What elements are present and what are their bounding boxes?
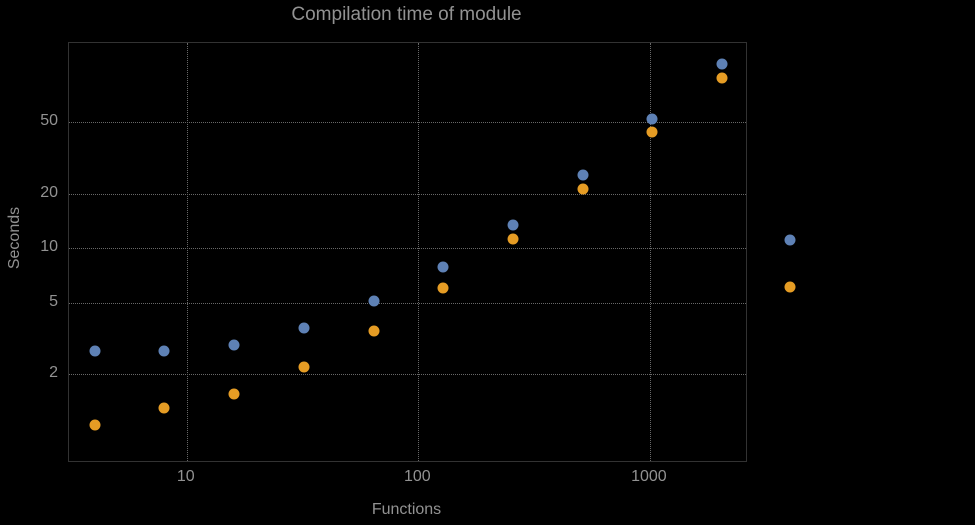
y-gridline: [69, 374, 746, 376]
x-gridline: [186, 43, 188, 461]
y-gridline: [69, 248, 746, 250]
data-point: [646, 126, 658, 138]
y-tick-label: 5: [49, 292, 58, 310]
x-tick-label: 100: [403, 468, 431, 485]
data-point: [228, 388, 240, 400]
y-tick-label: 50: [40, 112, 58, 130]
x-gridline: [418, 43, 420, 461]
data-point: [89, 345, 101, 357]
data-point: [437, 261, 449, 273]
data-point: [507, 219, 519, 231]
x-axis-label: Functions: [371, 501, 442, 518]
y-gridline: [69, 302, 746, 304]
legend-marker-series-2: [784, 281, 796, 293]
data-point: [298, 361, 310, 373]
data-point: [577, 183, 589, 194]
data-point: [716, 72, 728, 84]
data-point: [716, 58, 728, 70]
y-gridline: [69, 122, 746, 124]
data-point: [298, 322, 310, 334]
data-point: [158, 402, 170, 414]
x-gridline: [649, 43, 651, 461]
x-tick-label: 10: [176, 468, 195, 485]
x-tick-label: 1000: [631, 468, 667, 485]
data-point: [437, 282, 449, 294]
y-tick-label: 20: [40, 184, 58, 202]
data-point: [368, 325, 379, 336]
data-point: [89, 419, 101, 431]
y-tick-label: 10: [40, 238, 58, 256]
data-point: [646, 113, 658, 125]
data-point: [577, 169, 589, 181]
data-point: [368, 295, 379, 307]
data-point: [507, 233, 519, 245]
plot-area: [68, 42, 747, 462]
data-point: [228, 339, 240, 351]
chart-title: Compilation time of module: [291, 4, 522, 25]
y-tick-label: 2: [49, 364, 58, 382]
legend-marker-series-1: [784, 234, 796, 246]
data-point: [158, 345, 170, 357]
y-gridline: [69, 194, 746, 196]
